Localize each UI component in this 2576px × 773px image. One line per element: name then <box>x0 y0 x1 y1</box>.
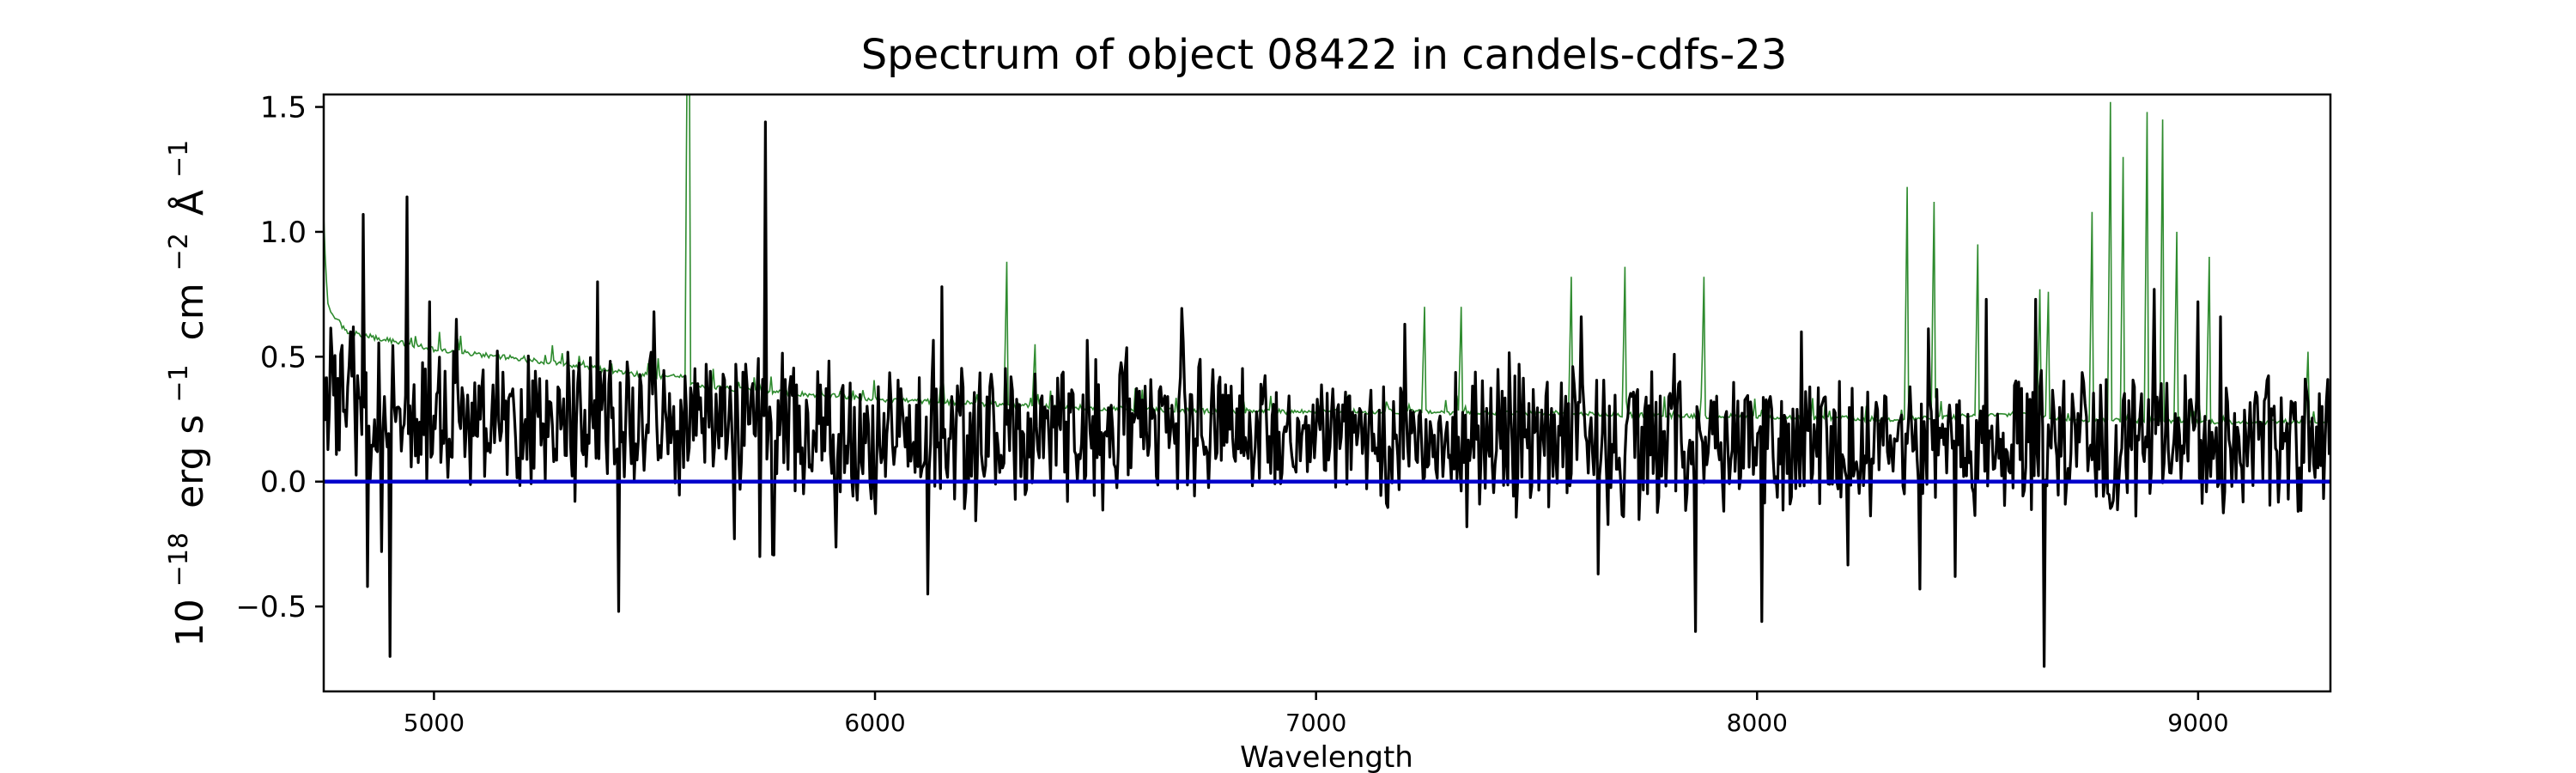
y-axis-label: 10 −18 erg s −1 cm −2 Å −1 <box>153 140 212 647</box>
y-label-base: 10 <box>168 599 212 647</box>
x-tick-label: 7000 <box>1285 709 1346 737</box>
x-tick-label: 6000 <box>844 709 905 737</box>
series-layer <box>324 94 2330 668</box>
y-label-angstrom: Å <box>167 190 212 216</box>
y-tick-label: 1.5 <box>260 91 307 125</box>
flux-spectrum-line <box>324 120 2330 668</box>
plot-frame <box>322 93 2332 693</box>
y-label-cm-exp: −2 <box>164 233 194 271</box>
y-tick-label: 1.0 <box>260 216 307 250</box>
x-tick-label: 8000 <box>1727 709 1788 737</box>
y-label-cm: cm <box>168 283 212 340</box>
chart-title: Spectrum of object 08422 in candels-cdfs… <box>861 31 1788 79</box>
y-label-base-exp: −18 <box>164 533 194 587</box>
x-axis-ticks: 5000 6000 7000 8000 9000 <box>404 691 2229 737</box>
x-axis-label: Wavelength <box>1240 740 1413 773</box>
y-label-erg-exp: −1 <box>164 364 194 402</box>
y-tick-label: 0.0 <box>260 466 307 500</box>
y-axis-ticks: −0.5 0.0 0.5 1.0 1.5 <box>235 91 324 624</box>
x-tick-label: 9000 <box>2167 709 2228 737</box>
x-tick-label: 5000 <box>404 709 465 737</box>
y-label-angstrom-exp: −1 <box>164 140 194 178</box>
y-tick-label: 0.5 <box>260 340 307 374</box>
y-label-erg: erg s <box>168 415 212 508</box>
y-tick-label: −0.5 <box>235 590 307 624</box>
